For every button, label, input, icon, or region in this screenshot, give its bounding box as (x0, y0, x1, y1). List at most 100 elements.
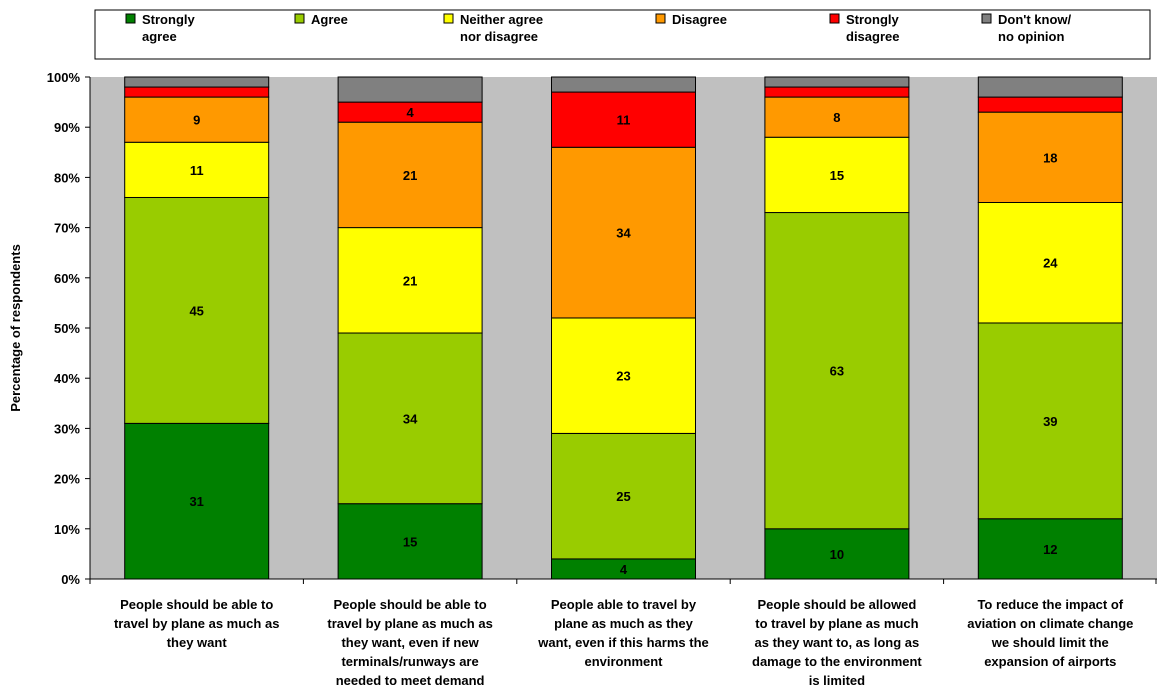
bar-segment (764, 76, 910, 88)
x-tick-label-line: they want, even if new (341, 635, 479, 650)
bar-segment (977, 96, 1123, 113)
legend-label: Strongly (142, 12, 195, 27)
x-tick-label-line: to travel by plane as much (755, 616, 918, 631)
legend-entry: Strongly agree (125, 12, 195, 44)
legend-entry: Neither agree nor disagree (443, 12, 543, 44)
data-label: 34 (403, 411, 418, 426)
x-tick-label: People should be allowed to travel by pla… (752, 597, 922, 688)
legend-label: Don't know/ (998, 12, 1072, 27)
legend-swatch (294, 13, 305, 24)
bar-segment (337, 503, 483, 580)
bar-segment (977, 322, 1123, 520)
bar-segment (124, 141, 270, 198)
x-tick-label-line: aviation on climate change (967, 616, 1133, 631)
legend-label: Agree (311, 12, 348, 27)
data-label: 45 (189, 303, 203, 318)
data-label: 9 (193, 113, 200, 128)
y-tick-label: 70% (54, 221, 80, 236)
bar-segment (124, 196, 270, 424)
x-tick-label: People should be able to travel by plane … (327, 597, 492, 688)
bar-segment (337, 121, 483, 229)
y-tick-label: 100% (47, 70, 81, 85)
y-tick-label: 60% (54, 271, 80, 286)
x-tick-label-line: plane as much as they (554, 616, 693, 631)
y-tick-label: 80% (54, 170, 80, 185)
x-tick-label-line: they want (167, 635, 228, 650)
y-tick-label: 10% (54, 522, 80, 537)
data-label: 24 (1043, 256, 1058, 271)
x-tick-label: People able to travel by plane as much as… (537, 597, 709, 669)
x-axis: People should be able to travel by plane … (89, 578, 1157, 688)
legend-swatch (829, 13, 840, 24)
bar-segment (551, 146, 696, 319)
x-tick-label-line: To reduce the impact of (977, 597, 1123, 612)
data-label: 63 (830, 364, 844, 379)
x-tick-label-line: damage to the environment (752, 654, 922, 669)
data-label: 21 (403, 168, 417, 183)
bar-segment (977, 518, 1123, 580)
x-tick-label: To reduce the impact of aviation on clima… (967, 597, 1133, 669)
plot-area: 31 45 11 9 15 34 21 21 4 4 25 23 34 11 10 63 15 8 12 39 24 18 (90, 76, 1157, 580)
data-label: 23 (616, 369, 630, 384)
legend-label: disagree (846, 29, 899, 44)
bar-segment (977, 76, 1123, 98)
x-tick-label-line: needed to meet demand (336, 673, 485, 688)
legend: Strongly agree Agree Neither agree nor disag… (94, 9, 1151, 60)
data-label: 15 (830, 168, 844, 183)
data-label: 11 (617, 113, 631, 128)
bar-segment (764, 212, 910, 530)
legend-label: Neither agree (460, 12, 543, 27)
bar-segment (124, 422, 270, 580)
x-tick-label-line: expansion of airports (984, 654, 1116, 669)
y-axis: 0% 10% 20% 30% 40% 50% 60% 70% 80% 90% 100% (47, 70, 91, 587)
bar-segment (551, 432, 696, 560)
data-label: 39 (1043, 414, 1057, 429)
legend-entry: Don't know/no opinion (981, 12, 1072, 44)
y-tick-label: 20% (54, 472, 80, 487)
data-label: 18 (1043, 150, 1057, 165)
x-tick-label-line: travel by plane as much as (327, 616, 492, 631)
legend-box (94, 9, 1151, 60)
x-tick-label-line: People should be able to (334, 597, 487, 612)
legend-label: nor disagree (460, 29, 538, 44)
data-label: 4 (406, 105, 414, 120)
bar-segment (551, 317, 696, 434)
x-tick-label-line: People should be allowed (757, 597, 916, 612)
legend-label: Disagree (672, 12, 727, 27)
y-tick-label: 0% (61, 572, 80, 587)
bar-segment (124, 76, 270, 88)
legend-swatch (443, 13, 454, 24)
x-tick-label: People should be able to travel by plane … (114, 597, 279, 650)
bar-segment (337, 227, 483, 334)
bar-segment (551, 91, 696, 148)
legend-label: Strongly (846, 12, 899, 27)
legend-entry: Agree (294, 12, 348, 27)
y-axis-title: Percentage of respondents (8, 244, 23, 412)
x-tick-label-line: as they want to, as long as (755, 635, 920, 650)
data-label: 11 (190, 163, 204, 178)
y-tick-label: 90% (54, 120, 80, 135)
x-tick-label-line: People able to travel by (551, 597, 697, 612)
data-label: 8 (833, 110, 840, 125)
data-label: 34 (616, 226, 631, 241)
x-tick-label-line: environment (584, 654, 663, 669)
x-tick-label-line: we should limit the (991, 635, 1109, 650)
legend-swatch (981, 13, 992, 24)
data-label: 4 (620, 562, 628, 577)
data-label: 15 (403, 534, 417, 549)
bar-segment (764, 86, 910, 98)
legend-label: no opinion (998, 29, 1064, 44)
y-tick-label: 30% (54, 421, 80, 436)
x-tick-label-line: terminals/runways are (341, 654, 478, 669)
x-tick-label-line: want, even if this harms the (537, 635, 709, 650)
legend-swatch (125, 13, 136, 24)
bar-segment (337, 332, 483, 505)
legend-label: agree (142, 29, 177, 44)
bar-segment (977, 111, 1123, 203)
x-tick-label-line: is limited (809, 673, 865, 688)
data-label: 31 (189, 494, 203, 509)
bar-segment (764, 96, 910, 138)
bar-segment (551, 76, 696, 93)
x-tick-label-line: People should be able to (120, 597, 273, 612)
bar-segment (124, 96, 270, 143)
